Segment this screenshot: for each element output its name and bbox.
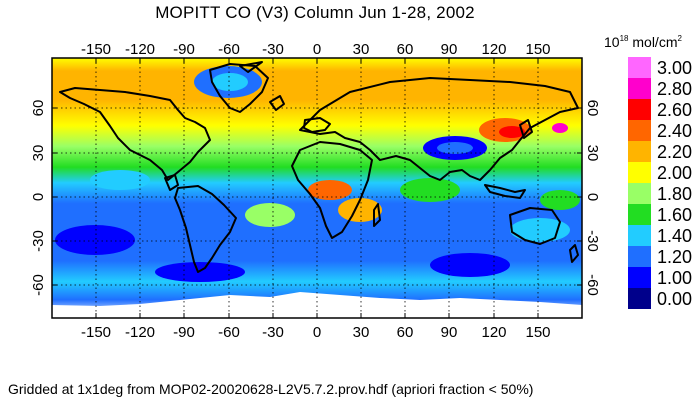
lat-tick-right: 60	[584, 100, 601, 117]
legend-swatch	[628, 183, 651, 204]
lat-tick-left: 0	[30, 193, 47, 201]
legend-label: 1.60	[657, 205, 693, 225]
lon-tick-top: -60	[218, 41, 240, 58]
unit-base: 10	[604, 34, 620, 50]
legend-item: 1.80	[628, 183, 698, 204]
legend-label: 2.60	[657, 100, 693, 120]
legend-item: 2.40	[628, 120, 698, 141]
legend-label: 0.00	[657, 289, 693, 309]
lon-tick-top: 30	[353, 41, 370, 58]
lat-tick-left: -60	[30, 274, 47, 296]
legend-swatch	[628, 57, 651, 78]
top-longitude-labels: -150 -120 -90 -60 -30 0 30 60 90 120 150	[81, 41, 551, 58]
legend-item: 1.60	[628, 204, 698, 225]
lon-tick-bottom: 60	[397, 324, 414, 341]
legend-label: 2.40	[657, 121, 693, 141]
legend-label: 1.20	[657, 247, 693, 267]
lat-tick-left: 30	[30, 145, 47, 162]
legend-item: 1.40	[628, 225, 698, 246]
legend-swatch	[628, 120, 651, 141]
legend-item: 2.00	[628, 162, 698, 183]
legend-swatch	[628, 246, 651, 267]
legend-label: 2.00	[657, 163, 693, 183]
lat-tick-right: 30	[584, 145, 601, 162]
legend-item: 2.60	[628, 99, 698, 120]
lon-tick-bottom: -90	[173, 324, 195, 341]
lon-tick-bottom: -150	[81, 324, 111, 341]
unit-square: 2	[677, 34, 682, 43]
lon-tick-top: -90	[173, 41, 195, 58]
legend-swatch	[628, 288, 651, 309]
lon-tick-bottom: 30	[353, 324, 370, 341]
legend-label: 1.40	[657, 226, 693, 246]
legend-item: 1.00	[628, 267, 698, 288]
antarctica-landmass	[52, 292, 582, 318]
legend-swatch	[628, 204, 651, 225]
bottom-longitude-labels: -150 -120 -90 -60 -30 0 30 60 90 120 150	[81, 324, 551, 341]
lon-tick-bottom: -30	[262, 324, 284, 341]
unit-rest: mol/cm	[628, 34, 678, 50]
lat-tick-right: -60	[584, 274, 601, 296]
legend-swatch	[628, 225, 651, 246]
legend-unit-label: 1018 mol/cm2	[604, 34, 682, 50]
lat-tick-left: 60	[30, 100, 47, 117]
legend-swatch	[628, 78, 651, 99]
frame-ticks	[52, 58, 582, 318]
lon-tick-top: -30	[262, 41, 284, 58]
legend-item: 0.00	[628, 288, 698, 309]
legend-label: 2.80	[657, 79, 693, 99]
legend-label: 3.00	[657, 58, 693, 78]
left-latitude-labels: 60 30 0 -30 -60	[30, 100, 47, 296]
right-latitude-labels: 60 30 0 -30 -60	[584, 100, 601, 296]
map-title: MOPITT CO (V3) Column Jun 1-28, 2002	[155, 3, 475, 22]
lat-tick-right: 0	[584, 193, 601, 201]
legend-swatch	[628, 141, 651, 162]
legend-swatch	[628, 99, 651, 120]
lon-tick-top: 150	[525, 41, 550, 58]
graticule	[52, 58, 582, 318]
legend-item: 1.20	[628, 246, 698, 267]
lon-tick-top: 0	[313, 41, 321, 58]
legend-swatch	[628, 162, 651, 183]
color-legend: 3.00 2.80 2.60 2.40 2.20 2.00 1.80 1.60 …	[628, 57, 698, 309]
lon-tick-bottom: 90	[441, 324, 458, 341]
lon-tick-bottom: -60	[218, 324, 240, 341]
lon-tick-top: -120	[125, 41, 155, 58]
legend-item: 3.00	[628, 57, 698, 78]
lon-tick-top: -150	[81, 41, 111, 58]
legend-item: 2.20	[628, 141, 698, 162]
legend-swatch	[628, 267, 651, 288]
co-field	[52, 58, 582, 318]
lon-tick-top: 60	[397, 41, 414, 58]
lon-tick-bottom: 150	[525, 324, 550, 341]
legend-label: 2.20	[657, 142, 693, 162]
lon-tick-top: 90	[441, 41, 458, 58]
legend-item: 2.80	[628, 78, 698, 99]
lon-tick-bottom: 0	[313, 324, 321, 341]
lon-tick-bottom: -120	[125, 324, 155, 341]
lat-tick-left: -30	[30, 230, 47, 252]
unit-exponent: 18	[619, 34, 629, 43]
legend-label: 1.80	[657, 184, 693, 204]
lon-tick-bottom: 120	[481, 324, 506, 341]
legend-label: 1.00	[657, 268, 693, 288]
lat-tick-right: -30	[584, 230, 601, 252]
lon-tick-top: 120	[481, 41, 506, 58]
data-source-footer: Gridded at 1x1deg from MOP02-20020628-L2…	[8, 381, 534, 397]
coastlines	[59, 61, 579, 273]
